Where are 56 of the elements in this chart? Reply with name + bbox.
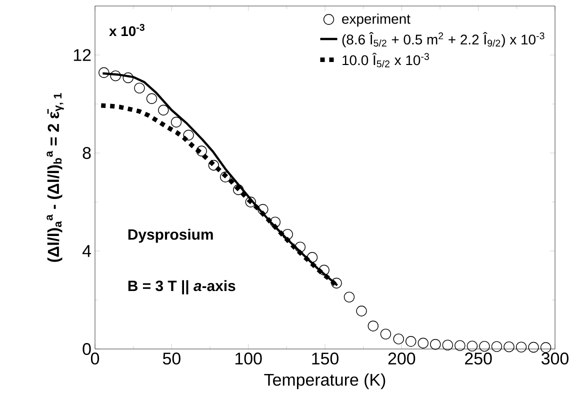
point — [134, 82, 145, 94]
point — [540, 342, 552, 353]
point — [220, 172, 231, 182]
point — [270, 216, 281, 228]
x-tick-label: 100 — [236, 352, 262, 365]
point — [430, 338, 441, 350]
point — [282, 228, 293, 240]
point — [318, 264, 330, 276]
point — [516, 342, 527, 352]
point — [504, 341, 514, 352]
y-tick-label: 12 — [74, 49, 91, 61]
point — [442, 340, 454, 350]
annotation: B = 3 T || a-axis — [128, 280, 236, 294]
point — [344, 292, 355, 302]
point — [208, 160, 220, 171]
point — [479, 340, 490, 352]
point — [170, 116, 182, 128]
point — [356, 306, 367, 316]
legend-label: experiment — [342, 14, 410, 27]
point — [245, 196, 256, 208]
x-tick-label: 250 — [465, 352, 492, 365]
point — [331, 278, 342, 288]
y-tick-label: 8 — [82, 147, 91, 159]
point — [294, 242, 306, 252]
point — [183, 130, 194, 140]
x-tick-label: 0 — [90, 352, 100, 365]
point — [380, 328, 392, 340]
legend-label: (8.6 Î$_{5/2}$ + 0.5 m$^{2}$ + 2.2 Î$_{9/2}$) x 10$^{-3}$ — [342, 32, 544, 48]
point — [146, 93, 158, 104]
point — [258, 204, 268, 215]
point — [418, 338, 428, 348]
point — [528, 342, 539, 353]
point — [406, 336, 416, 347]
point — [110, 70, 121, 82]
annotation: x 10$^{-3}$ — [109, 24, 144, 36]
point — [491, 341, 502, 352]
x-tick-label: 150 — [312, 352, 338, 365]
point — [393, 334, 404, 344]
point — [196, 146, 207, 156]
legend-label: 10.0 Î$_{5/2}$ x 10$^{-3}$ — [342, 52, 429, 68]
point — [233, 184, 244, 196]
y-tick-label: 4 — [82, 245, 91, 257]
point — [454, 340, 466, 351]
point — [122, 72, 134, 84]
x-axis-title: Temperature (K) — [264, 373, 386, 390]
x-tick-label: 200 — [388, 352, 416, 365]
point — [158, 104, 169, 116]
point — [368, 320, 379, 332]
point — [98, 67, 110, 78]
y-axis-title: (Δl/l)$_{a}$$^{a}$ - (Δl/l)$_{b}$$^{a}$ = 2 ε̄$_{γ, 1}$ — [46, 93, 64, 262]
x-tick-label: 50 — [162, 352, 180, 365]
point — [306, 252, 318, 263]
y-tick-label: 0 — [82, 343, 91, 355]
point — [466, 340, 478, 352]
annotation: Dysprosium — [128, 228, 213, 243]
x-tick-label: 300 — [542, 352, 568, 365]
